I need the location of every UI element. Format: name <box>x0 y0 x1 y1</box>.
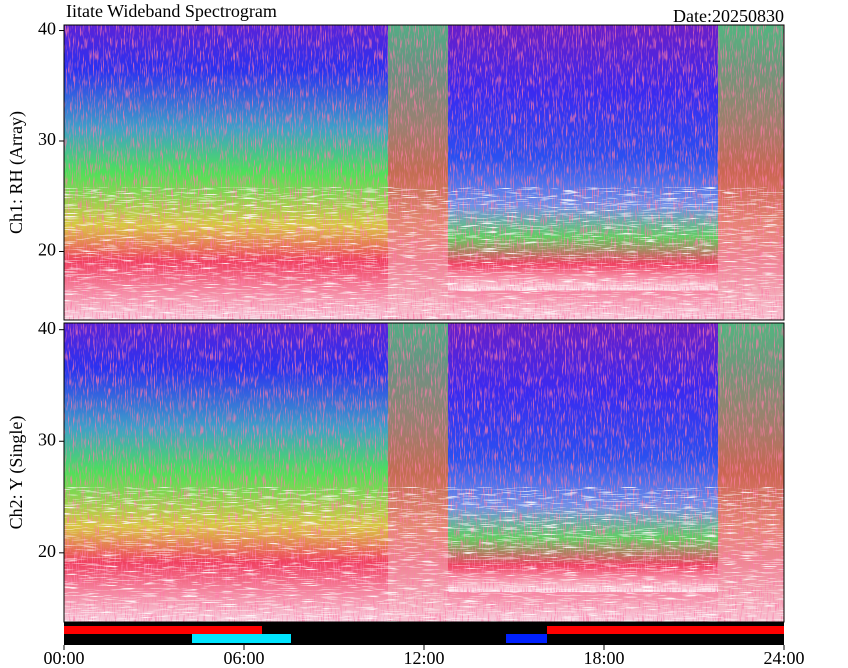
status-segment <box>64 626 262 634</box>
status-segment <box>506 634 547 643</box>
y-tick-label: 20 <box>38 541 56 561</box>
y-axis-label: Ch2: Y (Single) <box>6 416 27 530</box>
x-tick-label: 00:00 <box>43 648 84 668</box>
y-tick-label: 30 <box>38 129 56 149</box>
status-segment <box>192 634 291 643</box>
x-tick-label: 12:00 <box>403 648 444 668</box>
x-tick-label: 24:00 <box>763 648 804 668</box>
chart-title: Iitate Wideband Spectrogram <box>66 1 277 21</box>
speckle <box>64 487 784 622</box>
panels: 20 30 40 Ch1: RH (Array) 20 30 40 Ch2: Y (Singl… <box>6 19 804 668</box>
y-tick-label: 40 <box>38 19 56 39</box>
y-tick-label: 20 <box>38 240 56 260</box>
status-bars <box>64 622 784 645</box>
spectrogram-panel: 20 30 40 Ch1: RH (Array) <box>6 19 785 321</box>
date-label: Date:20250830 <box>673 6 784 26</box>
x-tick-label: 18:00 <box>583 648 624 668</box>
status-segment <box>547 626 784 634</box>
x-tick-label: 06:00 <box>223 648 264 668</box>
spectrogram-panel: 20 30 40 Ch2: Y (Single) 00:00 06:00 12:00 18:0… <box>6 318 804 668</box>
speckle <box>64 187 784 320</box>
y-axis-label: Ch1: RH (Array) <box>6 111 27 234</box>
y-tick-label: 40 <box>38 318 56 338</box>
y-tick-label: 30 <box>38 429 56 449</box>
plot-frame <box>63 24 785 321</box>
